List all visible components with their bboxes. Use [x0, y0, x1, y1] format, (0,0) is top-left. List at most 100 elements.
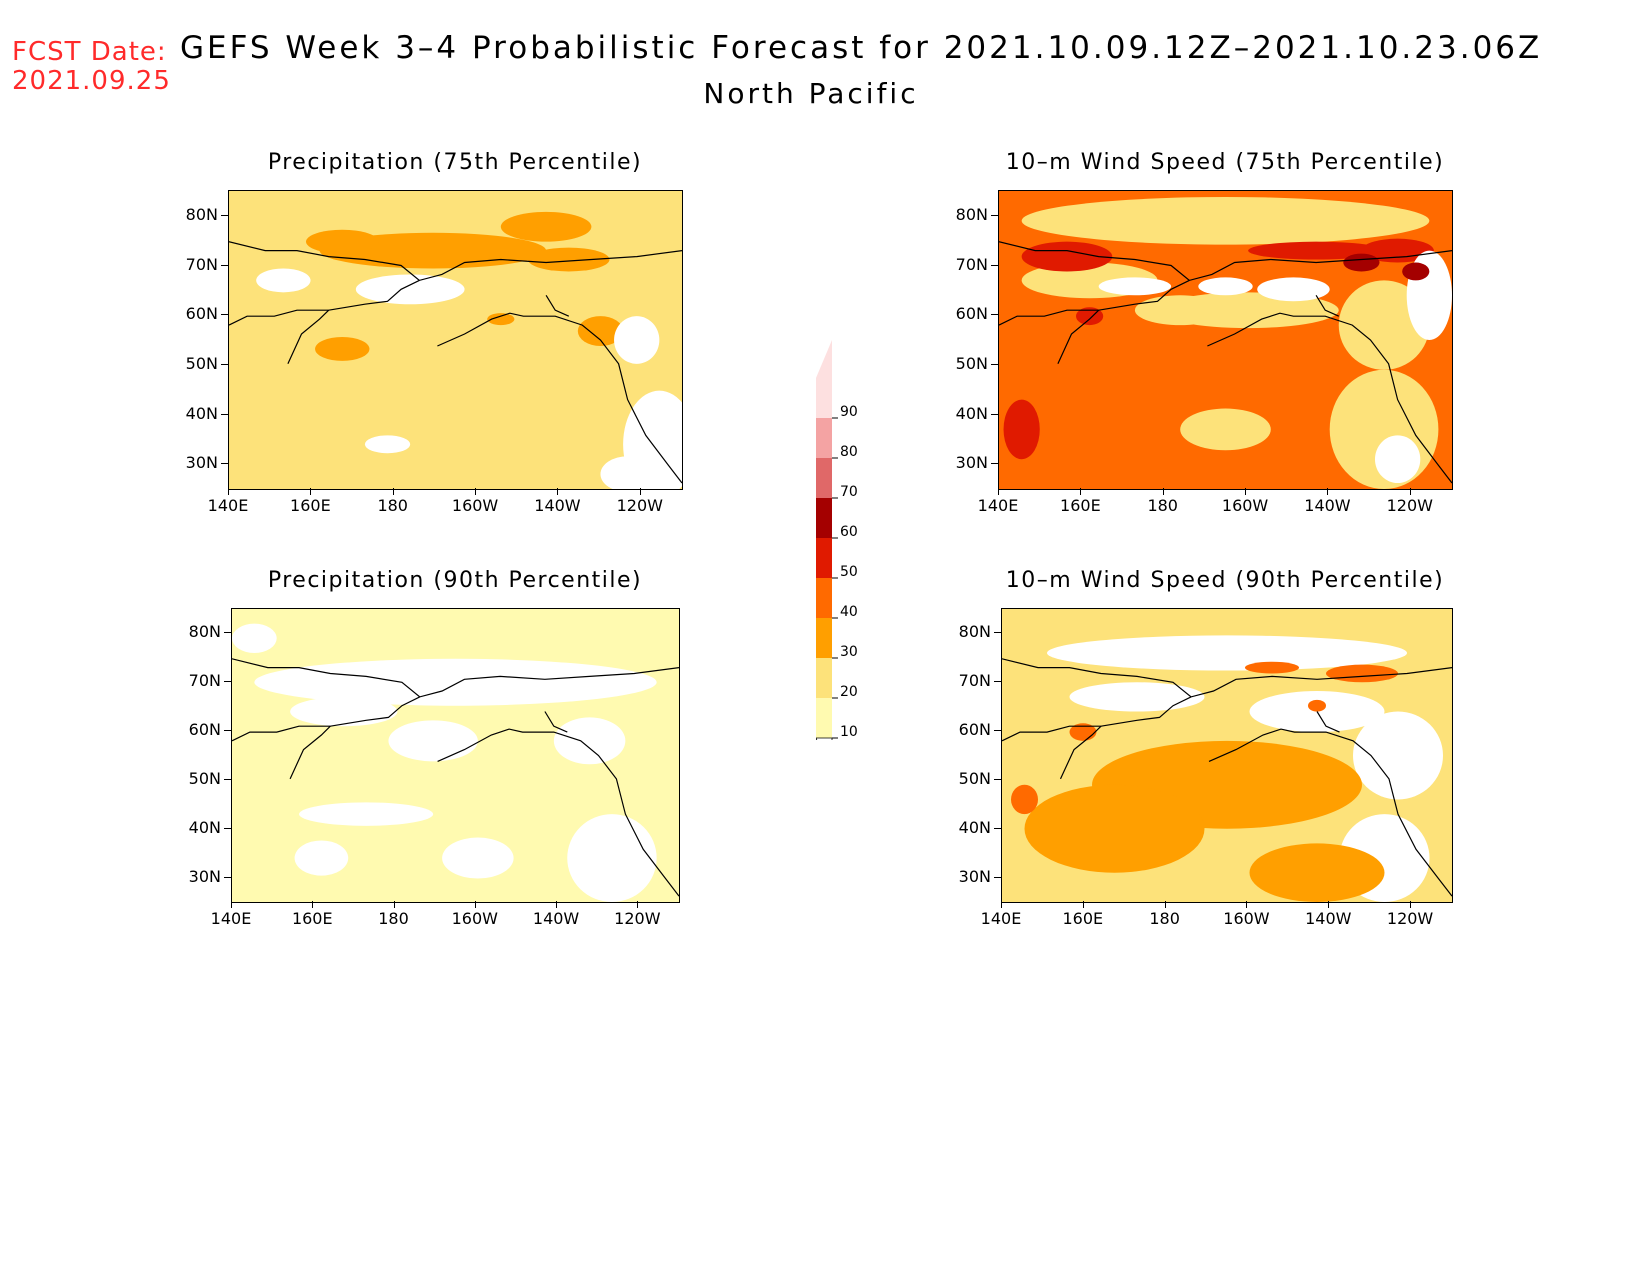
lon-tick — [1327, 488, 1329, 495]
contour-region — [306, 229, 379, 254]
colorbar-segment — [816, 538, 832, 578]
lat-tick-label: 70N — [955, 254, 988, 274]
coastline — [544, 711, 568, 733]
map-field — [232, 609, 679, 902]
lat-tick-label: 80N — [188, 622, 221, 642]
colorbar-segment — [816, 698, 832, 738]
contour-region — [388, 720, 478, 762]
lat-tick-label: 70N — [958, 671, 991, 691]
lon-tick — [557, 488, 559, 495]
colorbar-bottom-arrow — [815, 737, 833, 779]
colorbar: 90 80 70 60 50 40 30 20 10 — [815, 340, 876, 779]
region-label: North Pacific — [703, 77, 919, 110]
colorbar-segment — [816, 458, 832, 498]
contour-region — [290, 696, 398, 727]
lon-tick — [1409, 488, 1411, 495]
contour-region — [1198, 277, 1253, 296]
forecast-date-value: 2021.09.25 — [12, 66, 171, 96]
lon-tick — [1162, 488, 1164, 495]
contour-region — [1248, 241, 1385, 260]
lon-tick — [393, 901, 395, 908]
panel-title: Precipitation (75th Percentile) — [267, 150, 643, 175]
contour-region — [1374, 435, 1421, 484]
lon-tick-label: 120W — [614, 909, 661, 928]
contour-region — [1021, 241, 1113, 272]
lat-tick — [224, 876, 231, 878]
contour-region — [614, 316, 660, 364]
contour-region — [1003, 399, 1040, 460]
lon-tick-label: 140E — [210, 909, 252, 928]
lon-tick-label: 180 — [1149, 909, 1180, 928]
lon-tick — [1410, 901, 1412, 908]
lon-tick — [1001, 901, 1002, 908]
lon-tick-label: 140W — [532, 909, 580, 928]
contour-region — [1326, 664, 1398, 683]
lon-tick — [1328, 901, 1330, 908]
lon-tick-label: 140E — [207, 496, 249, 515]
lon-tick-label: 160E — [1060, 496, 1101, 515]
contour-region — [1343, 253, 1380, 272]
lat-tick — [991, 463, 998, 465]
lon-tick — [998, 488, 999, 495]
contour-region — [1011, 784, 1038, 815]
lon-tick-label: 180 — [377, 496, 408, 515]
colorbar-segment — [816, 418, 832, 458]
lon-tick-label: 160E — [290, 496, 331, 515]
lat-tick — [224, 730, 231, 732]
lon-tick-label: 140W — [1305, 909, 1352, 928]
lat-tick-label: 80N — [955, 204, 988, 224]
lat-tick-label: 30N — [958, 866, 991, 886]
lon-tick — [639, 488, 641, 495]
colorbar-label: 10 — [840, 724, 858, 740]
panel-title: 10–m Wind Speed (90th Percentile) — [1005, 568, 1445, 593]
lon-tick — [1245, 488, 1247, 495]
lat-tick — [991, 214, 998, 216]
coastline — [289, 725, 331, 780]
lat-tick-label: 30N — [955, 453, 988, 473]
contour-region — [355, 274, 465, 305]
contour-region — [299, 802, 434, 826]
lon-tick — [228, 488, 229, 495]
contour-region — [1249, 843, 1385, 902]
coastline — [229, 241, 682, 282]
contour-region — [600, 456, 655, 489]
contour-region — [1353, 711, 1443, 800]
lat-tick — [221, 314, 228, 316]
colorbar-label: 70 — [840, 484, 858, 500]
map-field — [999, 191, 1452, 489]
lon-tick — [1082, 901, 1084, 908]
lon-tick — [1246, 901, 1248, 908]
lat-tick — [224, 778, 231, 780]
coastline — [1207, 312, 1452, 484]
contour-region — [487, 313, 515, 326]
map-panel-p75 — [228, 190, 683, 490]
lon-tick-label: 140E — [977, 496, 1019, 515]
lat-tick-label: 40N — [188, 817, 221, 837]
lat-tick-label: 40N — [185, 403, 218, 423]
coastline — [437, 312, 682, 484]
colorbar-label: 90 — [840, 404, 858, 420]
lat-tick — [994, 632, 1001, 634]
lat-tick — [994, 778, 1001, 780]
contour-region — [1338, 280, 1430, 370]
colorbar-label: 80 — [840, 444, 858, 460]
lat-tick — [994, 730, 1001, 732]
lon-tick — [310, 488, 312, 495]
contour-region — [1308, 699, 1326, 712]
coastline — [287, 309, 330, 365]
coastline — [1315, 294, 1340, 317]
lon-tick-label: 160W — [451, 909, 498, 928]
contour-region — [254, 658, 657, 706]
contour-region — [1069, 682, 1205, 712]
contour-region — [232, 623, 277, 653]
lat-tick-label: 30N — [188, 866, 221, 886]
colorbar-label: 60 — [840, 524, 858, 540]
lon-tick-label: 120W — [1386, 909, 1434, 928]
region-title: North Pacific — [0, 77, 1650, 110]
lon-tick-label: 160W — [1223, 909, 1270, 928]
lat-tick — [221, 363, 228, 365]
contour-region — [294, 840, 349, 876]
coastline — [999, 241, 1452, 282]
contour-region — [500, 211, 592, 242]
lon-tick-label: 160E — [291, 909, 333, 928]
